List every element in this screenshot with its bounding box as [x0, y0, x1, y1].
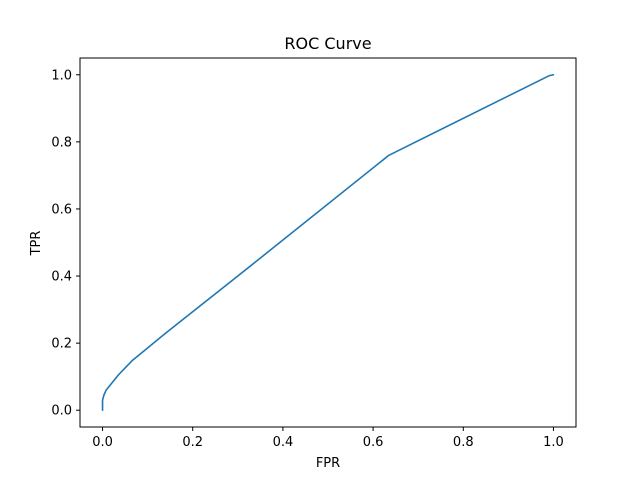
y-axis-label: TPR [29, 231, 44, 257]
roc-series-line [101, 73, 555, 412]
x-axis-ticks: 0.0 0.2 0.4 0.6 0.8 1.0 [92, 427, 564, 450]
x-tick-label: 1.0 [543, 435, 564, 450]
x-tick-label: 0.8 [453, 435, 474, 450]
y-tick-label: 0.4 [51, 270, 72, 285]
y-tick-label: 0.2 [51, 337, 72, 352]
y-axis-ticks: 0.0 0.2 0.4 0.6 0.8 1.0 [51, 68, 80, 419]
y-tick-label: 0.8 [51, 135, 72, 150]
y-tick-label: 0.0 [51, 404, 72, 419]
plot-frame [79, 57, 577, 428]
plot-layer [101, 73, 555, 412]
x-tick-label: 0.4 [273, 435, 294, 450]
chart-title: ROC Curve [284, 34, 371, 53]
x-tick-label: 0.2 [182, 435, 203, 450]
y-tick-label: 0.6 [51, 202, 72, 217]
x-axis-label: FPR [316, 456, 340, 471]
y-tick-label: 1.0 [51, 68, 72, 83]
x-tick-label: 0.6 [363, 435, 384, 450]
x-tick-label: 0.0 [92, 435, 113, 450]
